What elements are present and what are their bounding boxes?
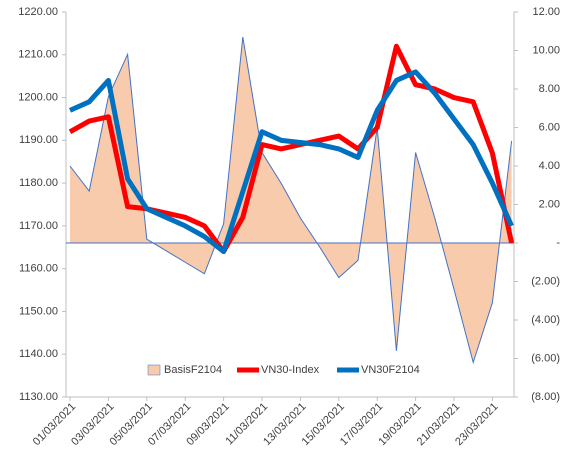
y-tick-label: 1150.00 [19, 305, 58, 317]
legend-label: VN30F2104 [361, 364, 420, 376]
area [70, 37, 512, 363]
legend-label: VN30-Index [261, 364, 320, 376]
y2-tick-label: 10.00 [532, 44, 560, 56]
y2-tick-label: - [556, 237, 560, 249]
y-tick-label: 1200.00 [18, 91, 58, 103]
y2-tick-label: 12.00 [532, 6, 560, 18]
y-tick-label: 1180.00 [19, 177, 58, 189]
y-tick-label: 1190.00 [19, 134, 58, 146]
y-tick-label: 1130.00 [19, 391, 58, 403]
y2-tick-label: (2.00) [531, 275, 560, 287]
line [68, 43, 515, 255]
y2-tick-label: 2.00 [539, 198, 560, 210]
y2-tick-label: (8.00) [531, 391, 560, 403]
y2-tick-label: (4.00) [531, 314, 560, 326]
y-tick-label: 1220.00 [18, 6, 58, 18]
y2-tick-label: (6.00) [531, 352, 560, 364]
y-tick-label: 1160.00 [19, 263, 58, 275]
y-tick-label: 1170.00 [19, 220, 58, 232]
line [68, 69, 514, 255]
legend-label: BasisF2104 [164, 364, 222, 376]
legend-swatch [147, 364, 161, 376]
y2-tick-label: 6.00 [539, 121, 560, 133]
y-tick-label: 1210.00 [18, 49, 58, 61]
y-tick-label: 1140.00 [19, 348, 58, 360]
y2-tick-label: 4.00 [539, 160, 560, 172]
y2-tick-label: 8.00 [539, 83, 560, 95]
